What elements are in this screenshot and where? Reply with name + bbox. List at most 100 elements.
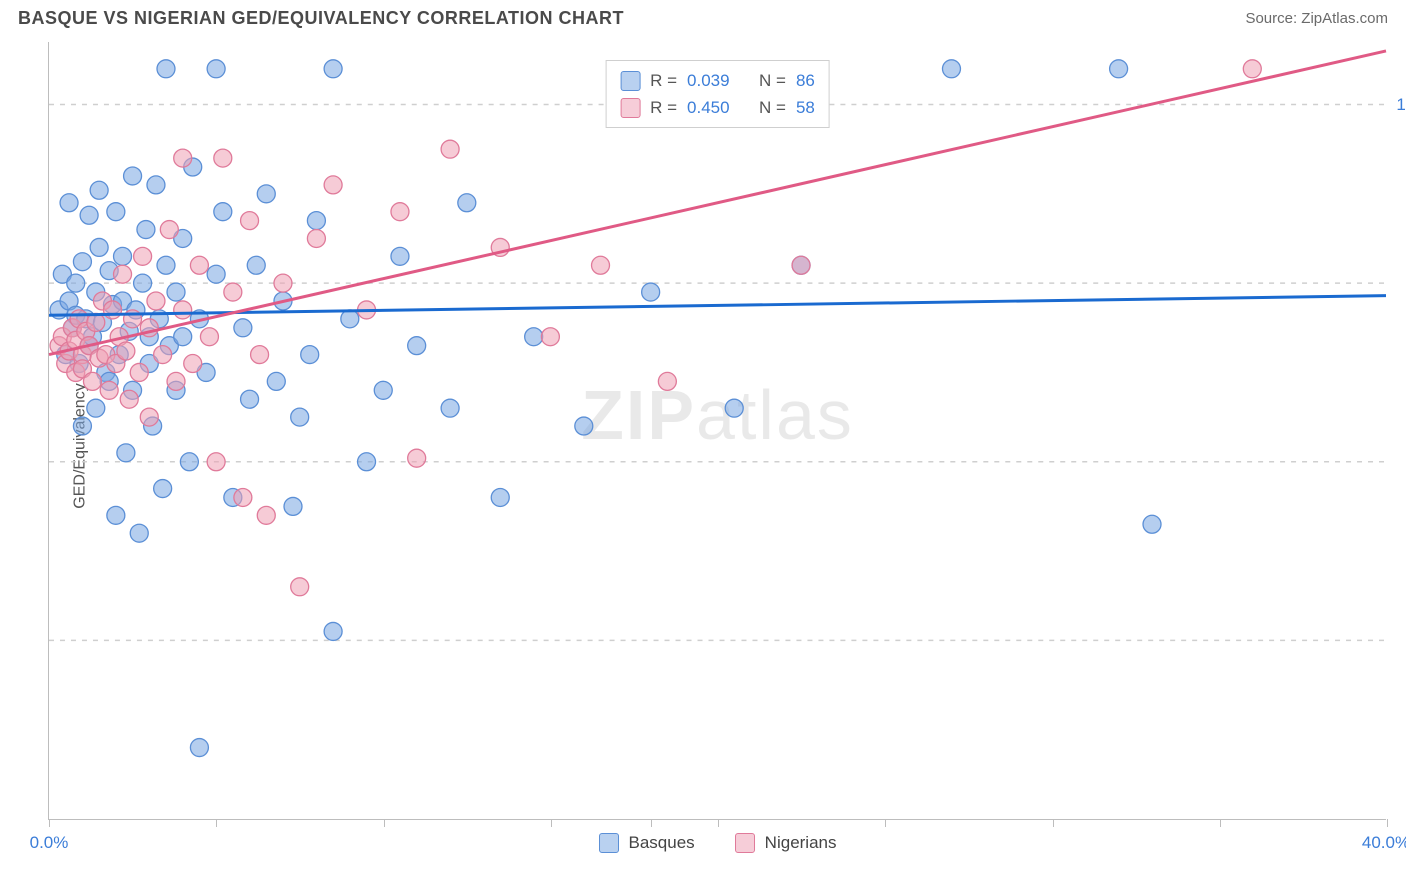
scatter-point <box>214 149 232 167</box>
scatter-point <box>525 328 543 346</box>
scatter-point <box>147 292 165 310</box>
scatter-point <box>130 524 148 542</box>
legend-swatch-basques <box>620 71 640 91</box>
scatter-point <box>274 274 292 292</box>
scatter-point <box>441 399 459 417</box>
scatter-point <box>241 390 259 408</box>
scatter-point <box>120 390 138 408</box>
scatter-point <box>147 176 165 194</box>
x-tick <box>1387 819 1388 827</box>
legend-stats-row-0: R = 0.039 N = 86 <box>620 67 815 94</box>
plot-area: ZIPatlas 70.0%80.0%90.0%100.0% 0.0% 40.0… <box>48 42 1386 820</box>
scatter-point <box>190 256 208 274</box>
x-tick-label-left: 0.0% <box>30 833 69 853</box>
chart-svg <box>49 42 1386 819</box>
x-tick <box>651 819 652 827</box>
scatter-point <box>107 506 125 524</box>
scatter-point <box>180 453 198 471</box>
legend-swatch-nigerians-b <box>735 833 755 853</box>
scatter-point <box>642 283 660 301</box>
scatter-point <box>441 140 459 158</box>
scatter-point <box>942 60 960 78</box>
scatter-point <box>234 488 252 506</box>
scatter-point <box>154 480 172 498</box>
scatter-point <box>134 274 152 292</box>
scatter-point <box>1243 60 1261 78</box>
scatter-point <box>107 203 125 221</box>
scatter-point <box>207 453 225 471</box>
scatter-point <box>117 444 135 462</box>
scatter-point <box>167 283 185 301</box>
scatter-point <box>725 399 743 417</box>
scatter-point <box>100 381 118 399</box>
scatter-point <box>67 274 85 292</box>
scatter-point <box>174 301 192 319</box>
scatter-point <box>104 301 122 319</box>
scatter-point <box>291 408 309 426</box>
y-tick-label: 90.0% <box>1394 273 1406 293</box>
legend-stats: R = 0.039 N = 86 R = 0.450 N = 58 <box>605 60 830 128</box>
scatter-point <box>224 283 242 301</box>
scatter-point <box>324 622 342 640</box>
scatter-point <box>190 739 208 757</box>
legend-item-nigerians: Nigerians <box>735 833 837 853</box>
legend-stats-row-1: R = 0.450 N = 58 <box>620 94 815 121</box>
scatter-point <box>83 372 101 390</box>
scatter-point <box>1110 60 1128 78</box>
x-tick <box>1220 819 1221 827</box>
scatter-point <box>114 247 132 265</box>
scatter-point <box>307 212 325 230</box>
legend-item-basques: Basques <box>599 833 695 853</box>
scatter-point <box>184 355 202 373</box>
x-tick <box>551 819 552 827</box>
scatter-point <box>130 363 148 381</box>
scatter-point <box>137 221 155 239</box>
scatter-point <box>207 265 225 283</box>
scatter-point <box>658 372 676 390</box>
scatter-point <box>241 212 259 230</box>
x-tick <box>718 819 719 827</box>
legend-series: Basques Nigerians <box>599 833 837 853</box>
scatter-point <box>87 399 105 417</box>
scatter-point <box>160 221 178 239</box>
scatter-point <box>90 181 108 199</box>
scatter-point <box>358 453 376 471</box>
x-tick <box>1053 819 1054 827</box>
scatter-point <box>341 310 359 328</box>
scatter-point <box>114 265 132 283</box>
x-tick <box>216 819 217 827</box>
scatter-point <box>307 229 325 247</box>
scatter-point <box>1143 515 1161 533</box>
x-tick <box>384 819 385 827</box>
scatter-point <box>267 372 285 390</box>
scatter-point <box>60 194 78 212</box>
scatter-point <box>247 256 265 274</box>
scatter-point <box>491 488 509 506</box>
scatter-point <box>284 497 302 515</box>
legend-swatch-nigerians <box>620 98 640 118</box>
scatter-point <box>408 449 426 467</box>
scatter-point <box>134 247 152 265</box>
scatter-point <box>291 578 309 596</box>
scatter-point <box>167 372 185 390</box>
scatter-point <box>90 238 108 256</box>
scatter-point <box>575 417 593 435</box>
scatter-point <box>80 206 98 224</box>
scatter-point <box>257 506 275 524</box>
scatter-point <box>458 194 476 212</box>
regression-line <box>49 296 1386 316</box>
scatter-point <box>301 346 319 364</box>
y-tick-label: 70.0% <box>1394 631 1406 651</box>
x-tick-label-right: 40.0% <box>1362 833 1406 853</box>
scatter-point <box>257 185 275 203</box>
chart-source: Source: ZipAtlas.com <box>1245 10 1388 27</box>
scatter-point <box>73 417 91 435</box>
scatter-point <box>157 256 175 274</box>
scatter-point <box>391 203 409 221</box>
chart-title: BASQUE VS NIGERIAN GED/EQUIVALENCY CORRE… <box>18 8 624 29</box>
scatter-point <box>214 203 232 221</box>
scatter-point <box>391 247 409 265</box>
scatter-point <box>140 408 158 426</box>
y-tick-label: 80.0% <box>1394 452 1406 472</box>
scatter-point <box>73 253 91 271</box>
